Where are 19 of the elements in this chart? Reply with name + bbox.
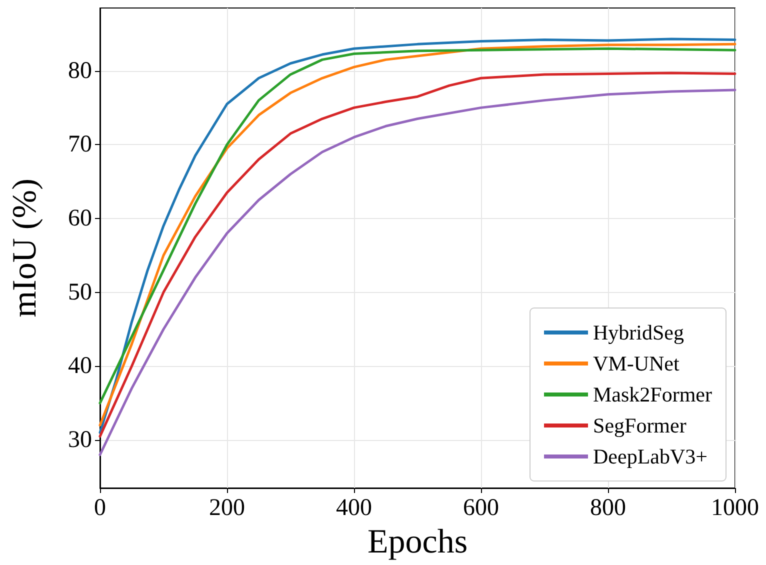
legend-label: SegFormer	[593, 414, 686, 438]
y-axis-title: mIoU (%)	[6, 178, 44, 318]
y-tick-label: 50	[68, 279, 92, 306]
legend-label: HybridSeg	[593, 320, 685, 344]
y-tick-label: 80	[68, 58, 92, 84]
x-tick-label: 200	[209, 495, 245, 521]
x-axis-title: Epochs	[367, 523, 468, 560]
y-tick-label: 40	[68, 353, 92, 380]
x-tick-label: 400	[336, 495, 372, 521]
legend-label: Mask2Former	[593, 382, 712, 406]
legend-label: DeepLabV3+	[593, 444, 708, 468]
x-tick-label: 0	[94, 495, 106, 521]
x-tick-label: 1000	[711, 495, 759, 521]
x-tick-label: 800	[590, 495, 626, 521]
y-tick-label: 30	[68, 427, 92, 453]
x-tick-label: 600	[463, 495, 499, 521]
y-tick-label: 70	[68, 132, 92, 158]
y-tick-label: 60	[68, 205, 92, 232]
legend-label: VM-UNet	[593, 352, 680, 376]
